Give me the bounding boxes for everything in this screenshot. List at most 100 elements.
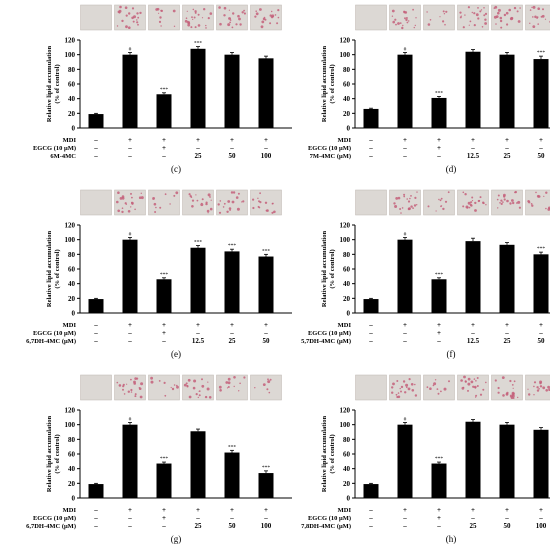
lipid-droplet-dot bbox=[545, 192, 547, 194]
lipid-droplet-dot bbox=[276, 22, 278, 24]
bar bbox=[534, 59, 549, 128]
lipid-droplet-dot bbox=[205, 396, 207, 398]
y-axis-label-line1: Relative lipid accumulation bbox=[46, 416, 53, 493]
lipid-droplet-dot bbox=[194, 17, 196, 19]
lipid-droplet-dot bbox=[202, 198, 204, 200]
lipid-droplet-dot bbox=[414, 27, 415, 28]
mdi-cell: + bbox=[505, 136, 509, 144]
lipid-droplet-dot bbox=[536, 386, 538, 388]
lipid-droplet-dot bbox=[537, 7, 540, 10]
lipid-droplet-dot bbox=[119, 6, 122, 9]
lipid-droplet-dot bbox=[140, 382, 143, 385]
lipid-droplet-dot bbox=[259, 201, 261, 203]
lipid-droplet-dot bbox=[468, 6, 470, 8]
lipid-droplet-dot bbox=[134, 209, 136, 211]
bar bbox=[225, 453, 240, 498]
lipid-droplet-dot bbox=[392, 383, 395, 386]
lipid-droplet-dot bbox=[485, 382, 487, 384]
mdi-cell: – bbox=[93, 321, 98, 329]
lipid-droplet-dot bbox=[409, 198, 411, 200]
row-label-egcg: EGCG (10 μM) bbox=[33, 515, 76, 522]
egcg-cell: + bbox=[162, 329, 166, 337]
lipid-droplet-dot bbox=[412, 207, 414, 209]
y-tick-label: 120 bbox=[65, 407, 76, 415]
lipid-droplet-dot bbox=[543, 196, 544, 197]
lipid-droplet-dot bbox=[517, 397, 518, 398]
lipid-droplet-dot bbox=[537, 389, 539, 391]
y-tick-label: 100 bbox=[65, 236, 76, 244]
significance-mark: # bbox=[404, 46, 407, 52]
lipid-droplet-dot bbox=[506, 12, 509, 15]
lipid-droplet-dot bbox=[239, 383, 241, 385]
concentration-cell: 25 bbox=[504, 337, 512, 345]
micrograph-thumbnail bbox=[183, 375, 214, 400]
y-tick-label: 0 bbox=[347, 310, 351, 318]
lipid-droplet-dot bbox=[403, 194, 405, 196]
lipid-droplet-dot bbox=[415, 25, 416, 26]
lipid-droplet-dot bbox=[116, 201, 119, 204]
lipid-droplet-dot bbox=[392, 16, 393, 17]
lipid-droplet-dot bbox=[219, 212, 221, 214]
lipid-droplet-dot bbox=[469, 25, 470, 26]
concentration-cell: – bbox=[402, 152, 407, 160]
lipid-droplet-dot bbox=[415, 17, 416, 18]
lipid-droplet-dot bbox=[227, 23, 230, 26]
lipid-droplet-dot bbox=[483, 202, 485, 204]
lipid-droplet-dot bbox=[154, 203, 157, 206]
lipid-droplet-dot bbox=[460, 16, 462, 18]
concentration-cell: 100 bbox=[261, 152, 272, 160]
egcg-cell: – bbox=[93, 514, 98, 522]
lipid-droplet-dot bbox=[414, 204, 416, 206]
lipid-droplet-dot bbox=[497, 12, 500, 15]
lipid-droplet-dot bbox=[392, 21, 395, 24]
y-tick-label: 40 bbox=[68, 465, 76, 473]
egcg-cell: – bbox=[538, 144, 543, 152]
lipid-droplet-dot bbox=[532, 25, 535, 28]
lipid-droplet-dot bbox=[468, 378, 471, 381]
significance-mark: *** bbox=[194, 240, 203, 246]
lipid-droplet-dot bbox=[444, 24, 446, 26]
lipid-droplet-dot bbox=[205, 203, 207, 205]
bar bbox=[191, 248, 206, 313]
lipid-droplet-dot bbox=[124, 393, 126, 395]
bar bbox=[123, 240, 138, 313]
egcg-cell: – bbox=[229, 514, 234, 522]
panel-label: (e) bbox=[171, 349, 181, 359]
concentration-cell: 12.5 bbox=[467, 337, 480, 345]
mdi-cell: + bbox=[505, 506, 509, 514]
lipid-droplet-dot bbox=[409, 378, 411, 380]
lipid-droplet-dot bbox=[494, 7, 496, 9]
y-axis-label-line2: (% of control) bbox=[329, 434, 336, 473]
lipid-droplet-dot bbox=[128, 210, 131, 213]
bar bbox=[157, 279, 172, 313]
mdi-cell: + bbox=[471, 136, 475, 144]
mdi-cell: + bbox=[230, 321, 234, 329]
lipid-droplet-dot bbox=[480, 394, 482, 396]
concentration-cell: – bbox=[368, 152, 373, 160]
y-axis-label-line2: (% of control) bbox=[54, 434, 61, 473]
row-label-compound: 5,7DH-4MC (μM) bbox=[301, 338, 351, 345]
lipid-droplet-dot bbox=[131, 391, 132, 392]
y-tick-label: 40 bbox=[343, 95, 351, 103]
lipid-droplet-dot bbox=[478, 200, 480, 202]
row-label-mdi: MDI bbox=[338, 507, 352, 514]
lipid-droplet-dot bbox=[207, 210, 210, 213]
concentration-cell: 50 bbox=[538, 337, 546, 345]
lipid-droplet-dot bbox=[234, 386, 235, 387]
y-axis-label: Relative lipid accumulation(% of control… bbox=[46, 46, 61, 123]
row-label-compound: 6M-4MC bbox=[50, 153, 76, 160]
lipid-droplet-dot bbox=[400, 22, 402, 24]
row-label-mdi: MDI bbox=[338, 322, 352, 329]
egcg-cell: – bbox=[368, 514, 373, 522]
y-tick-label: 20 bbox=[68, 110, 76, 118]
lipid-droplet-dot bbox=[497, 199, 499, 201]
lipid-droplet-dot bbox=[184, 384, 187, 387]
lipid-droplet-dot bbox=[537, 195, 540, 198]
egcg-cell: – bbox=[93, 329, 98, 337]
lipid-droplet-dot bbox=[218, 6, 221, 9]
y-axis-label-line1: Relative lipid accumulation bbox=[46, 231, 53, 308]
micrograph-thumbnail bbox=[81, 375, 112, 400]
lipid-droplet-dot bbox=[402, 207, 404, 209]
egcg-cell: – bbox=[504, 329, 509, 337]
